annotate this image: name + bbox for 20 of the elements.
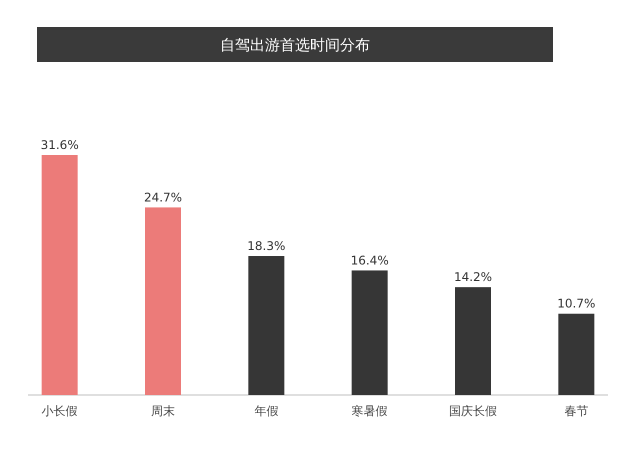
bar: [558, 314, 594, 395]
x-tick-label: 周末: [151, 404, 175, 418]
bar: [455, 287, 491, 395]
title: 自驾出游首选时间分布: [37, 27, 553, 62]
x-tick-label: 年假: [254, 404, 278, 418]
x-tick-label: 春节: [564, 404, 588, 418]
x-tick-label: 小长假: [42, 404, 78, 418]
data-label: 31.6%: [40, 138, 79, 152]
data-label: 14.2%: [454, 270, 492, 284]
x-tick-label: 国庆长假: [449, 404, 497, 418]
data-label: 16.4%: [350, 253, 389, 268]
data-label: 10.7%: [557, 296, 596, 311]
bar: [352, 270, 388, 395]
bar: [145, 207, 181, 395]
x-tick-label: 寒暑假: [352, 404, 388, 418]
bar: [42, 155, 78, 395]
data-label: 18.3%: [247, 239, 286, 254]
chart-title: 自驾出游首选时间分布: [220, 36, 370, 54]
data-label: 24.7%: [144, 190, 182, 204]
bar: [248, 256, 284, 395]
